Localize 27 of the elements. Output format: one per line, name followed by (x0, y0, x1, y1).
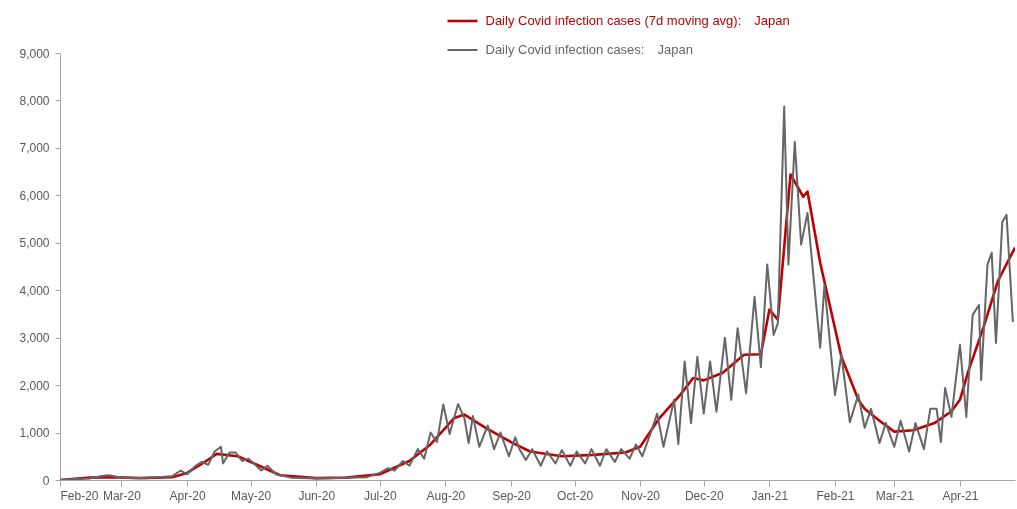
x-tick-label: May-20 (231, 488, 272, 503)
y-tick-label: 4,000 (19, 283, 50, 298)
y-tick-label: 7,000 (19, 141, 50, 156)
y-tick-label: 6,000 (19, 188, 50, 203)
x-tick-label: Mar-20 (102, 488, 142, 503)
x-tick-label: Nov-20 (621, 488, 661, 503)
x-tick-label: Mar-21 (875, 488, 915, 503)
y-tick-label: 9,000 (19, 46, 50, 61)
x-tick-label: Feb-21 (816, 488, 855, 503)
x-tick-label: Jan-21 (751, 488, 789, 503)
y-tick-label: 5,000 (19, 236, 50, 251)
y-tick-label: 2,000 (19, 378, 50, 393)
x-tick-label: Apr-21 (942, 488, 979, 503)
x-tick-label: Jun-20 (298, 488, 336, 503)
x-tick-label: Apr-20 (169, 488, 206, 503)
x-tick-label: Jul-20 (363, 488, 397, 503)
x-tick-label: Feb-20 (60, 488, 99, 503)
legend-label: Daily Covid infection cases (7d moving avg): Japan (485, 13, 790, 28)
y-tick-label: 1,000 (19, 426, 50, 441)
x-tick-label: Oct-20 (557, 488, 594, 503)
x-tick-label: Aug-20 (426, 488, 466, 503)
legend-label: Daily Covid infection cases: Japan (485, 42, 693, 57)
y-tick-label: 3,000 (19, 331, 50, 346)
y-tick-label: 0 (42, 473, 50, 488)
x-tick-label: Dec-20 (684, 488, 724, 503)
y-tick-label: 8,000 (19, 93, 50, 108)
x-tick-label: Sep-20 (492, 488, 532, 503)
